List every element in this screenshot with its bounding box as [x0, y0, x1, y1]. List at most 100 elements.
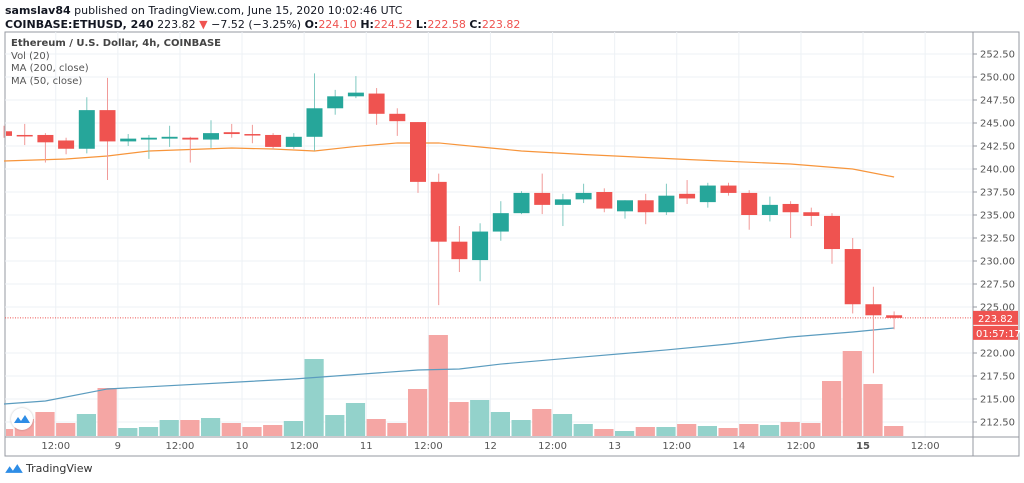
candle-body [513, 192, 530, 214]
symbol-info: COINBASE:ETHUSD, 240 223.82 ▼ −7.52 (−3.… [5, 18, 520, 31]
candle-body [658, 195, 675, 213]
volume-bar [615, 431, 635, 436]
tradingview-logo-icon [14, 415, 30, 423]
volume-bar [718, 428, 738, 436]
candle-body [886, 315, 903, 318]
volume-bar [221, 423, 241, 436]
price-axis-label: 242.50 [980, 142, 1015, 153]
time-axis-label: 12:00 [166, 441, 195, 452]
candle-body [306, 108, 323, 137]
time-axis-label: 12:00 [414, 441, 443, 452]
volume-bar [138, 427, 159, 436]
volume-bar [201, 418, 221, 436]
time-axis-label: 12:00 [41, 441, 70, 452]
price-axis-label: 215.00 [980, 395, 1015, 406]
candle-body [596, 192, 613, 209]
volume-bar [387, 423, 407, 436]
time-axis-label: 12:00 [911, 441, 940, 452]
volume-bar [801, 423, 821, 436]
candle-body [410, 122, 426, 182]
tradingview-logo-icon [5, 464, 23, 473]
volume-bar [511, 420, 531, 436]
legend-volume[interactable]: Vol (20) [11, 50, 50, 62]
candle-body [534, 192, 551, 205]
candle-body [244, 134, 261, 136]
volume-bar [552, 414, 573, 436]
tradingview-badge[interactable] [11, 408, 33, 430]
candle-body [699, 185, 716, 203]
candle-body [161, 136, 178, 139]
publish-info: samslav84 published on TradingView.com, … [5, 4, 402, 17]
price-axis-label: 245.00 [980, 119, 1015, 130]
price-axis-label: 232.50 [980, 234, 1015, 245]
open-label: O: [304, 18, 319, 31]
price-axis-label: 220.00 [980, 349, 1015, 360]
volume-bar [573, 424, 593, 436]
last-price: 223.82 [157, 18, 196, 31]
time-axis-label: 12:00 [538, 441, 567, 452]
volume-bar [242, 427, 262, 436]
legend-ma50[interactable]: MA (50, close) [11, 75, 83, 87]
candle-body [78, 110, 95, 149]
candle-body [58, 140, 75, 149]
price-axis-label: 217.50 [980, 372, 1015, 383]
low-value: 222.58 [427, 18, 466, 31]
time-axis-label: 12 [484, 441, 497, 452]
volume-bar [842, 351, 862, 436]
time-axis-label: 14 [732, 441, 745, 452]
candle-body [865, 304, 882, 316]
candle-body [16, 134, 33, 137]
volume-bar [884, 426, 904, 436]
time-axis-label: 12:00 [290, 441, 319, 452]
brand-name: TradingView [26, 462, 93, 475]
volume-bar [449, 402, 469, 436]
symbol-label: COINBASE:ETHUSD, 240 [5, 18, 154, 31]
candle-body [182, 137, 199, 140]
volume-bar [76, 414, 96, 436]
candle-body [430, 181, 447, 242]
volume-bar [677, 424, 697, 436]
close-label: C: [469, 18, 482, 31]
candle-body [37, 134, 54, 143]
candle-body [844, 249, 861, 305]
price-axis-label: 212.50 [980, 418, 1015, 429]
time-axis-label: 12:00 [787, 441, 816, 452]
volume-bar [283, 421, 303, 436]
price-axis-label: 240.00 [980, 165, 1015, 176]
volume-bar [780, 422, 800, 436]
candle-body [492, 213, 509, 232]
close-value: 223.82 [481, 18, 521, 31]
last-price-tag-text: 223.82 [978, 314, 1013, 325]
high-label: H: [360, 18, 374, 31]
volume-bar [56, 423, 76, 436]
price-axis-label: 230.00 [980, 257, 1015, 268]
candle-body [265, 134, 282, 147]
candle-body [120, 138, 137, 142]
tradingview-brand[interactable]: TradingView [5, 462, 92, 475]
candle-body [140, 137, 157, 140]
candle-body [203, 133, 219, 140]
countdown-tag [973, 325, 1018, 340]
volume-bar [697, 426, 717, 436]
volume-bar [118, 428, 138, 436]
volume-bar [304, 359, 324, 436]
published-text: published on TradingView.com, June 15, 2… [74, 4, 403, 17]
volume-bar [366, 419, 386, 436]
high-value: 224.52 [373, 18, 413, 31]
price-axis-label: 252.50 [980, 50, 1015, 61]
author-name[interactable]: samslav84 [5, 4, 71, 17]
time-axis-label: 12:00 [662, 441, 691, 452]
price-axis-label: 247.50 [980, 96, 1015, 107]
volume-bar [863, 384, 883, 436]
candle-body [803, 212, 820, 216]
candle-body [741, 192, 758, 215]
legend-ma200[interactable]: MA (200, close) [11, 63, 89, 74]
volume-bar [97, 388, 117, 436]
time-axis-label: 15 [856, 441, 870, 452]
candle-body [99, 110, 116, 142]
candle-body [347, 92, 364, 97]
price-axis-label: 250.00 [980, 73, 1015, 84]
candle-body [637, 200, 654, 213]
candle-body [327, 96, 344, 109]
